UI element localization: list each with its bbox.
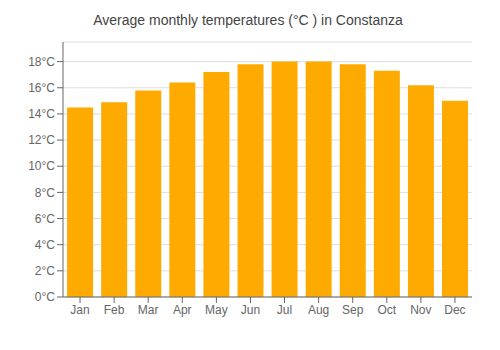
svg-text:4°C: 4°C	[35, 238, 55, 252]
svg-text:Mar: Mar	[138, 303, 159, 317]
svg-text:Jan: Jan	[70, 303, 89, 317]
svg-text:18°C: 18°C	[28, 55, 55, 69]
svg-text:0°C: 0°C	[35, 290, 55, 304]
svg-text:Nov: Nov	[410, 303, 431, 317]
svg-text:16°C: 16°C	[28, 81, 55, 95]
svg-text:2°C: 2°C	[35, 264, 55, 278]
svg-text:Sep: Sep	[342, 303, 364, 317]
svg-text:10°C: 10°C	[28, 159, 55, 173]
svg-text:Dec: Dec	[444, 303, 465, 317]
svg-text:Jul: Jul	[277, 303, 292, 317]
svg-text:12°C: 12°C	[28, 133, 55, 147]
svg-text:6°C: 6°C	[35, 212, 55, 226]
svg-text:14°C: 14°C	[28, 107, 55, 121]
svg-text:Apr: Apr	[173, 303, 192, 317]
svg-text:Oct: Oct	[377, 303, 396, 317]
svg-text:May: May	[205, 303, 228, 317]
html-text:Average monthly temperatures (: Average monthly temperatures (°C ) in Co…	[93, 12, 403, 28]
svg-text:Jun: Jun	[241, 303, 260, 317]
svg-text:Aug: Aug	[308, 303, 329, 317]
svg-text:Feb: Feb	[104, 303, 125, 317]
svg-text:8°C: 8°C	[35, 186, 55, 200]
